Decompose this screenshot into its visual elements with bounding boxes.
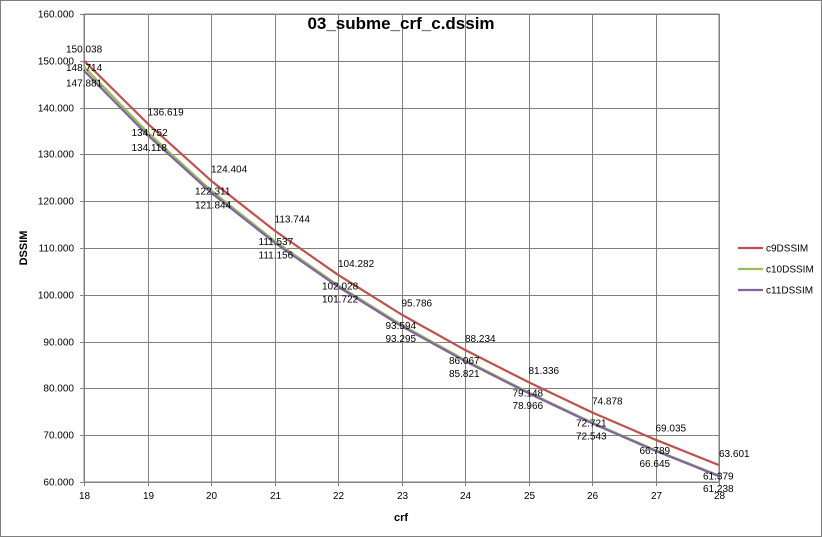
axes: 60.000 70.000 80.000 90.000 100.000 110.000 12… <box>38 10 726 503</box>
x-tick-label: 21 <box>270 491 282 502</box>
data-label-c10DSSIM: 93.594 <box>386 321 417 332</box>
data-label-c11DSSIM: 134.118 <box>132 143 168 154</box>
y-tick-label: 130.000 <box>38 150 75 161</box>
y-tick-label: 60.000 <box>43 478 74 489</box>
x-tick-label: 26 <box>587 491 599 502</box>
data-label-c11DSSIM: 121.844 <box>195 201 232 212</box>
data-label-c9DSSIM: 81.336 <box>529 366 560 377</box>
y-tick-label: 110.000 <box>39 244 75 255</box>
legend-label-c9DSSIM: c9DSSIM <box>766 244 808 255</box>
y-tick-label: 90.000 <box>43 338 74 349</box>
data-label-c9DSSIM: 88.234 <box>465 334 496 345</box>
series-line-c11DSSIM <box>83 69 720 478</box>
data-label-c9DSSIM: 104.282 <box>338 259 375 270</box>
data-label-c9DSSIM: 136.619 <box>148 107 185 118</box>
x-tick-label: 28 <box>714 491 726 502</box>
x-tick-label: 27 <box>651 491 663 502</box>
y-tick-label: 100.000 <box>38 291 75 302</box>
data-label-c9DSSIM: 113.744 <box>275 214 311 225</box>
x-tick-label: 22 <box>333 491 345 502</box>
legend: c9DSSIM c10DSSIM c11DSSIM <box>738 244 814 297</box>
y-tick-label: 160.000 <box>38 10 75 21</box>
data-label-c10DSSIM: 61.379 <box>703 472 734 483</box>
x-tick-label: 20 <box>206 491 218 502</box>
data-label-c10DSSIM: 134.752 <box>132 128 169 139</box>
chart-title: 03_subme_crf_c.dssim <box>307 14 494 33</box>
data-label-c11DSSIM: 101.722 <box>322 295 359 306</box>
series-lines <box>83 59 720 478</box>
data-label-c10DSSIM: 102.028 <box>322 281 359 292</box>
data-label-c10DSSIM: 66.789 <box>640 446 671 457</box>
x-tick-label: 24 <box>460 491 472 502</box>
x-tick-label: 23 <box>397 491 409 502</box>
data-label-c9DSSIM: 124.404 <box>211 165 248 176</box>
data-label-c11DSSIM: 111.156 <box>259 251 294 262</box>
x-tick-label: 18 <box>79 491 91 502</box>
data-label-c10DSSIM: 86.067 <box>449 356 480 367</box>
data-label-c9DSSIM: 150.038 <box>66 45 103 56</box>
data-label-c11DSSIM: 85.821 <box>449 369 480 380</box>
data-label-c11DSSIM: 66.645 <box>640 459 671 470</box>
data-label-c9DSSIM: 95.786 <box>402 299 433 310</box>
y-tick-label: 140.000 <box>38 104 75 115</box>
data-label-c11DSSIM: 78.966 <box>513 401 544 412</box>
series-line-c9DSSIM <box>83 59 720 467</box>
y-tick-label: 70.000 <box>43 431 74 442</box>
legend-label-c11DSSIM: c11DSSIM <box>766 286 813 297</box>
data-label-c10DSSIM: 79.148 <box>513 388 544 399</box>
data-label-c9DSSIM: 63.601 <box>719 449 750 460</box>
y-axis-title: DSSIM <box>18 231 30 266</box>
gridlines <box>80 14 720 486</box>
y-tick-label: 80.000 <box>43 384 74 395</box>
data-label-c11DSSIM: 61.238 <box>703 484 734 495</box>
data-label-c11DSSIM: 147.881 <box>66 79 103 90</box>
data-label-c10DSSIM: 122.311 <box>195 186 231 197</box>
y-tick-label: 150.000 <box>38 57 75 68</box>
data-label-c10DSSIM: 111.537 <box>259 237 294 248</box>
data-label-c11DSSIM: 72.543 <box>576 431 607 442</box>
x-axis-title: crf <box>394 512 408 524</box>
x-tick-label: 19 <box>143 491 155 502</box>
data-labels: 150.038 136.619 124.404 113.744 104.282 95.78… <box>66 45 750 496</box>
data-label-c11DSSIM: 93.295 <box>386 334 417 345</box>
data-label-c10DSSIM: 72.721 <box>576 418 607 429</box>
data-label-c10DSSIM: 148.714 <box>66 63 103 74</box>
series-line-c10DSSIM <box>83 66 720 477</box>
y-tick-label: 120.000 <box>38 197 75 208</box>
x-tick-label: 25 <box>524 491 536 502</box>
legend-label-c10DSSIM: c10DSSIM <box>766 265 814 276</box>
data-label-c9DSSIM: 69.035 <box>656 424 687 435</box>
data-label-c9DSSIM: 74.878 <box>592 396 623 407</box>
plot-area <box>83 13 720 483</box>
